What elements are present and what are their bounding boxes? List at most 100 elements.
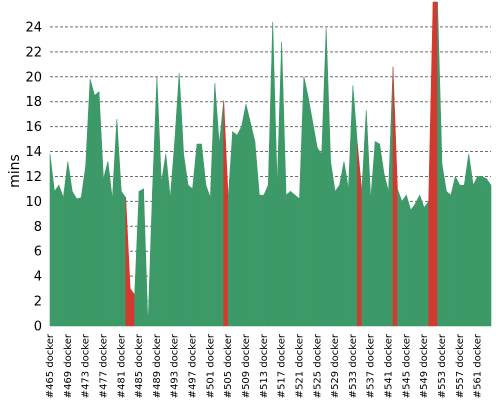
build-area bbox=[259, 194, 265, 327]
build-area bbox=[263, 185, 269, 327]
build-area bbox=[80, 166, 86, 327]
build-area bbox=[187, 184, 193, 327]
build-area bbox=[383, 173, 389, 327]
build-area bbox=[147, 191, 153, 327]
x-tick-label: #553 docker bbox=[437, 333, 448, 398]
build-area bbox=[285, 190, 291, 327]
x-tick-label: #513 docker bbox=[259, 333, 270, 398]
y-tick-label: 8 bbox=[34, 220, 42, 235]
build-area bbox=[312, 122, 318, 327]
build-area bbox=[472, 176, 478, 327]
build-area bbox=[210, 82, 216, 327]
build-area bbox=[71, 190, 78, 327]
x-tick-label: #541 docker bbox=[384, 333, 395, 398]
build-area bbox=[334, 184, 340, 327]
build-area bbox=[267, 21, 274, 327]
build-area bbox=[192, 144, 198, 327]
build-area bbox=[379, 144, 385, 327]
build-area bbox=[316, 146, 323, 327]
build-area bbox=[205, 185, 211, 327]
build-area bbox=[134, 191, 140, 327]
build-area bbox=[388, 66, 394, 327]
build-area bbox=[116, 119, 122, 327]
build-area bbox=[463, 153, 470, 327]
build-area bbox=[236, 126, 242, 327]
y-tick-label: 14 bbox=[25, 145, 42, 160]
build-area bbox=[156, 76, 162, 327]
build-area bbox=[406, 195, 412, 327]
build-area bbox=[348, 85, 354, 327]
build-area bbox=[112, 119, 118, 327]
x-tick-label: #509 docker bbox=[241, 333, 252, 398]
build-area bbox=[481, 175, 487, 327]
build-area bbox=[138, 188, 144, 327]
y-tick-label: 12 bbox=[25, 170, 42, 185]
build-area bbox=[321, 28, 327, 327]
x-tick-label: #529 docker bbox=[330, 333, 341, 398]
build-area bbox=[343, 161, 349, 327]
failed-build-area bbox=[428, 1, 434, 327]
build-area bbox=[330, 161, 336, 327]
x-tick-label: #549 docker bbox=[419, 333, 430, 398]
build-area bbox=[486, 178, 492, 327]
y-tick-label: 22 bbox=[25, 45, 42, 60]
failed-build-area bbox=[392, 66, 398, 327]
build-area bbox=[339, 161, 345, 327]
x-tick-label: #533 docker bbox=[348, 333, 359, 398]
build-area bbox=[401, 194, 407, 327]
build-area bbox=[174, 73, 180, 327]
build-area bbox=[49, 153, 55, 327]
build-area bbox=[410, 202, 416, 327]
x-tick-label: #521 docker bbox=[294, 333, 305, 398]
x-tick-label: #505 docker bbox=[223, 333, 234, 398]
build-area bbox=[152, 76, 158, 327]
x-tick-label: #485 docker bbox=[134, 333, 145, 398]
y-tick-label: 18 bbox=[25, 95, 42, 110]
build-area bbox=[161, 153, 167, 327]
build-area bbox=[76, 197, 82, 327]
build-area bbox=[468, 153, 474, 327]
x-tick-label: #501 docker bbox=[205, 333, 216, 398]
y-tick-label: 6 bbox=[34, 245, 42, 260]
build-area bbox=[63, 161, 69, 327]
build-area bbox=[325, 28, 331, 327]
build-area bbox=[361, 110, 367, 327]
build-area bbox=[423, 200, 429, 327]
build-area bbox=[54, 184, 60, 327]
failed-build-area bbox=[223, 100, 229, 327]
y-tick-label: 16 bbox=[25, 120, 42, 135]
x-tick-label: #489 docker bbox=[152, 333, 163, 398]
x-tick-label: #497 docker bbox=[188, 333, 199, 398]
build-area bbox=[450, 176, 456, 327]
build-area bbox=[218, 100, 225, 327]
build-area bbox=[299, 76, 305, 327]
x-tick-label: #481 docker bbox=[116, 333, 127, 398]
build-area bbox=[352, 85, 358, 327]
build-area bbox=[94, 91, 100, 327]
x-axis-ticks: #465 docker #469 docker #473 docker #477 do… bbox=[45, 333, 484, 398]
build-area bbox=[232, 130, 238, 327]
x-tick-label: #465 docker bbox=[45, 333, 56, 398]
x-tick-label: #561 docker bbox=[473, 333, 484, 398]
build-area bbox=[89, 79, 95, 327]
x-tick-label: #545 docker bbox=[401, 333, 412, 398]
build-area bbox=[165, 154, 171, 327]
build-area bbox=[241, 104, 247, 327]
build-area bbox=[370, 141, 376, 327]
build-area bbox=[196, 143, 202, 327]
y-tick-label: 24 bbox=[25, 20, 42, 35]
x-tick-label: #557 docker bbox=[455, 333, 466, 398]
build-area bbox=[67, 161, 73, 327]
x-tick-label: #493 docker bbox=[170, 333, 181, 398]
failed-build-area bbox=[129, 287, 135, 327]
build-area bbox=[414, 195, 421, 327]
y-tick-label: 4 bbox=[34, 270, 42, 285]
x-tick-label: #469 docker bbox=[63, 333, 74, 398]
build-area bbox=[303, 76, 309, 327]
build-area bbox=[201, 144, 207, 327]
build-area bbox=[446, 190, 452, 327]
build-area bbox=[214, 82, 220, 327]
failed-build-area bbox=[357, 144, 363, 327]
build-area bbox=[85, 79, 91, 327]
